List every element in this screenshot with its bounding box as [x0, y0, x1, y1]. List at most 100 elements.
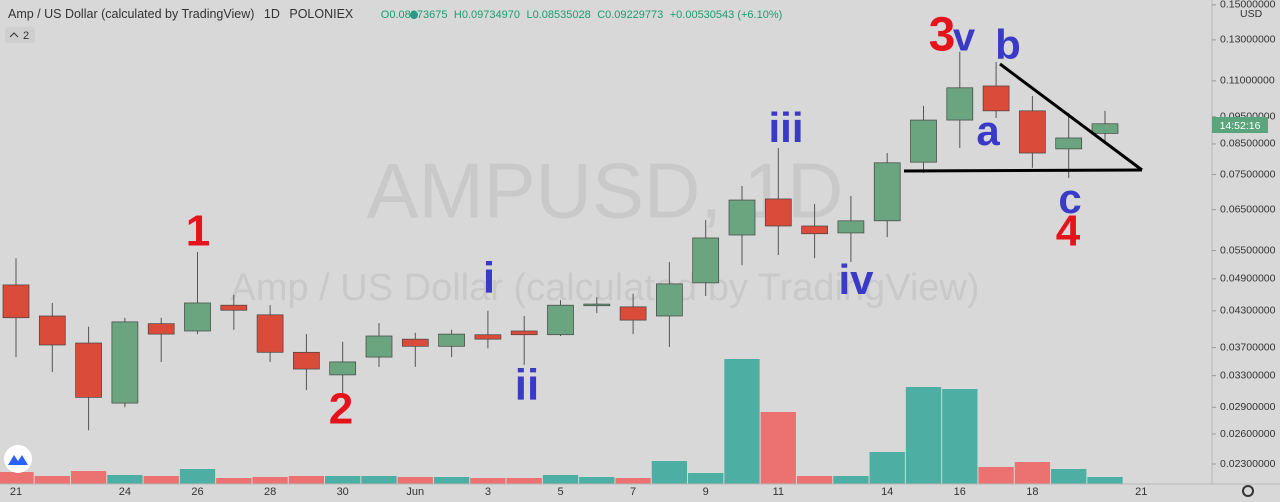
price-axis — [1212, 0, 1280, 502]
candle-body — [692, 237, 720, 284]
volume-bar — [216, 478, 252, 484]
volume-bar — [942, 389, 978, 484]
candle-body — [946, 87, 974, 121]
watermark-name: Amp / US Dollar (calculated by TradingVi… — [230, 267, 979, 309]
volume-bar — [361, 476, 397, 484]
volume-bar — [978, 467, 1014, 484]
y-tick-label: 0.08500000 — [1220, 138, 1276, 150]
volume-bar — [651, 461, 688, 484]
annotation: iv — [838, 256, 874, 303]
candle-body — [329, 361, 357, 376]
countdown-box — [1212, 117, 1268, 133]
candle-body — [111, 321, 139, 404]
status-dot — [410, 11, 418, 19]
currency: USD — [1240, 8, 1263, 20]
countdown: 14:52:16 — [1220, 120, 1261, 132]
settings[interactable] — [1242, 485, 1254, 497]
candle-body — [728, 199, 756, 236]
volume-bar — [688, 473, 724, 484]
y-tick-label: 0.02600000 — [1220, 428, 1276, 440]
volume-bar — [506, 478, 542, 484]
volume-bar — [760, 412, 796, 484]
change: +0.00530543 (+6.10%) — [670, 9, 783, 21]
annotation: 4 — [1056, 207, 1081, 256]
volume-pane — [0, 359, 1123, 484]
x-tick-label: 21 — [1135, 486, 1147, 498]
candle-body — [873, 162, 901, 222]
y-tick-label: 0.05500000 — [1220, 244, 1276, 256]
x-tick-label: 21 — [10, 486, 22, 498]
x-tick-label: 30 — [337, 486, 349, 498]
candle-body — [837, 220, 865, 234]
annotation: 2 — [329, 385, 353, 434]
volume-bar — [615, 478, 651, 484]
symbol: Amp / US Dollar (calculated by TradingVi… — [8, 7, 254, 21]
candle-body — [256, 314, 284, 353]
candle-body — [982, 85, 1010, 112]
volume-bar — [833, 476, 869, 484]
x-tick-label: 5 — [557, 486, 563, 498]
candle-body — [365, 335, 393, 358]
candle-body — [547, 304, 574, 336]
high: H0.09734970 — [454, 9, 520, 21]
volume-bar — [252, 477, 288, 484]
annotation: v — [953, 16, 976, 60]
candle-body — [75, 342, 102, 398]
header: Amp / US Dollar (calculated by TradingVi… — [8, 7, 782, 21]
y-tick-label: 0.03300000 — [1220, 369, 1276, 381]
indicator-count: 2 — [23, 30, 29, 42]
volume-bar — [107, 475, 143, 484]
volume-bar — [325, 476, 361, 484]
x-tick-label: 9 — [703, 486, 709, 498]
volume-bar — [288, 476, 325, 484]
y-tick-label: 0.02300000 — [1220, 458, 1276, 470]
y-tick-label: 0.11000000 — [1220, 75, 1275, 87]
annotation: 1 — [186, 207, 210, 256]
candle-body — [184, 302, 211, 332]
candle-body — [1019, 110, 1046, 154]
volume-bar — [470, 478, 506, 484]
volume-bar — [34, 476, 70, 484]
y-tick-label: 0.03700000 — [1220, 341, 1276, 353]
volume-bar — [70, 471, 107, 484]
annotation: a — [976, 107, 1000, 154]
candle-body — [220, 304, 248, 311]
candle-body — [801, 225, 828, 235]
volume-bar — [1087, 477, 1123, 484]
candle-body — [583, 303, 611, 307]
candle-body — [1055, 137, 1083, 150]
chevron — [9, 32, 19, 38]
candle-body — [619, 306, 647, 321]
y-tick-label: 0.15000000 — [1220, 0, 1276, 11]
candle-body — [510, 330, 538, 336]
annotation: iii — [768, 104, 803, 151]
annotation: ii — [515, 361, 539, 410]
logo[interactable] — [4, 445, 32, 473]
volume-bar — [905, 387, 942, 484]
candle-body — [764, 198, 792, 227]
annotation: c — [1058, 175, 1081, 222]
candle-body — [147, 323, 175, 335]
volume-bar — [724, 359, 760, 484]
volume-bar — [143, 476, 179, 484]
trend-line — [999, 62, 1143, 172]
x-tick-label: 24 — [119, 486, 131, 498]
y-tick-label: 0.04300000 — [1220, 305, 1276, 317]
volume-bar — [796, 476, 833, 484]
indicator-toggle[interactable] — [5, 27, 35, 43]
volume-bar — [1014, 462, 1051, 484]
close: C0.09229773 — [597, 9, 663, 21]
volume-bar — [579, 477, 615, 484]
x-tick-label: 14 — [881, 486, 893, 498]
x-axis: 21 24 26 28 30 Jun 3 5 7 9 11 14 16 18 21 — [10, 486, 1148, 498]
candle-body — [1091, 123, 1119, 134]
interval: 1D — [264, 7, 280, 21]
candle-body — [2, 284, 30, 319]
exchange: POLONIEX — [289, 7, 354, 21]
watermark-ticker: AMPUSD, 1D — [367, 147, 844, 235]
candles — [2, 51, 1119, 431]
low: L0.08535028 — [526, 9, 590, 21]
